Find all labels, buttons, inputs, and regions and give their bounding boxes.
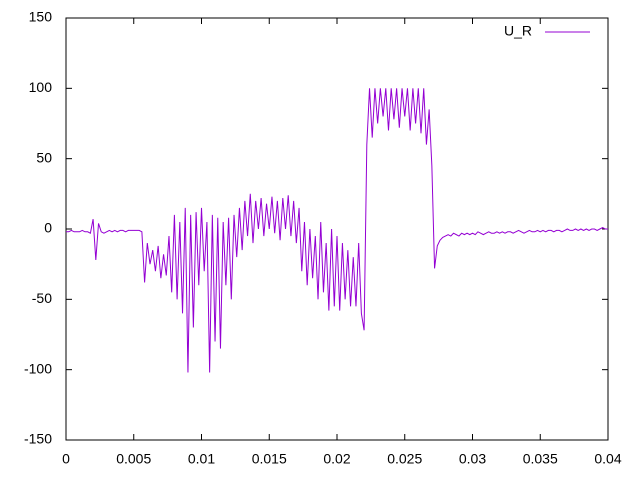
plot-frame	[65, 17, 609, 441]
data-line	[66, 88, 608, 373]
y-tick-label: 50	[36, 149, 52, 165]
x-tick-label: 0.01	[188, 451, 215, 467]
x-tick-label: 0	[62, 451, 70, 467]
y-tick-label: 150	[29, 9, 53, 25]
x-tick-label: 0.005	[116, 451, 151, 467]
x-tick-label: 0.025	[387, 451, 422, 467]
y-tick-label: 100	[29, 79, 53, 95]
y-tick-label: 0	[44, 220, 52, 236]
x-tick-label: 0.03	[459, 451, 486, 467]
x-tick-label: 0.02	[323, 451, 350, 467]
y-tick-label: -150	[24, 431, 52, 447]
y-tick-label: -50	[32, 290, 52, 306]
legend-label: U_R	[504, 23, 532, 39]
y-tick-label: -100	[24, 360, 52, 376]
x-tick-label: 0.015	[252, 451, 287, 467]
x-tick-label: 0.04	[594, 451, 621, 467]
x-tick-label: 0.035	[523, 451, 558, 467]
